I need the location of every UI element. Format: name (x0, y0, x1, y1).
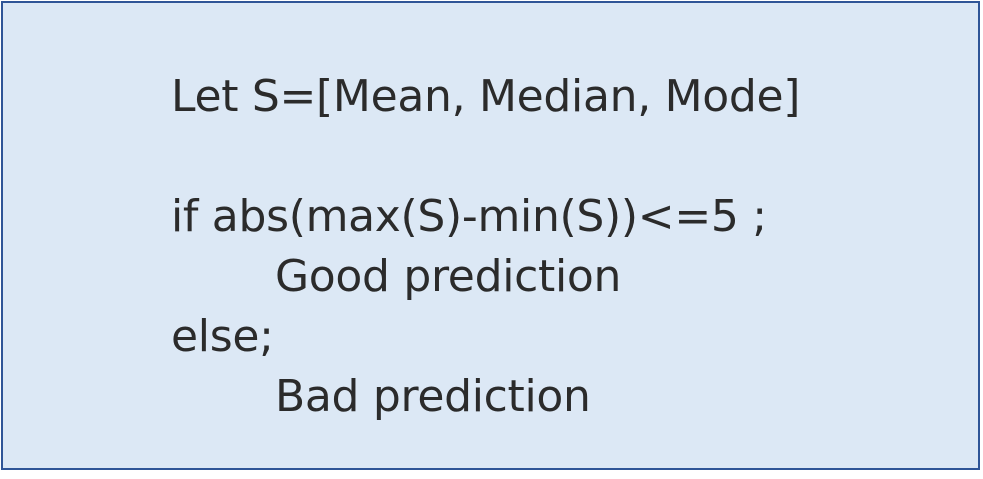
then-result-line: Good prediction (275, 251, 622, 302)
else-keyword-line: else; (171, 311, 274, 362)
condition-line: if abs(max(S)-min(S))<=5 ; (171, 191, 767, 242)
definition-line: Let S=[Mean, Median, Mode] (171, 71, 801, 122)
pseudocode-panel: Let S=[Mean, Median, Mode] if abs(max(S)… (1, 1, 980, 470)
else-result-line: Bad prediction (275, 371, 591, 422)
